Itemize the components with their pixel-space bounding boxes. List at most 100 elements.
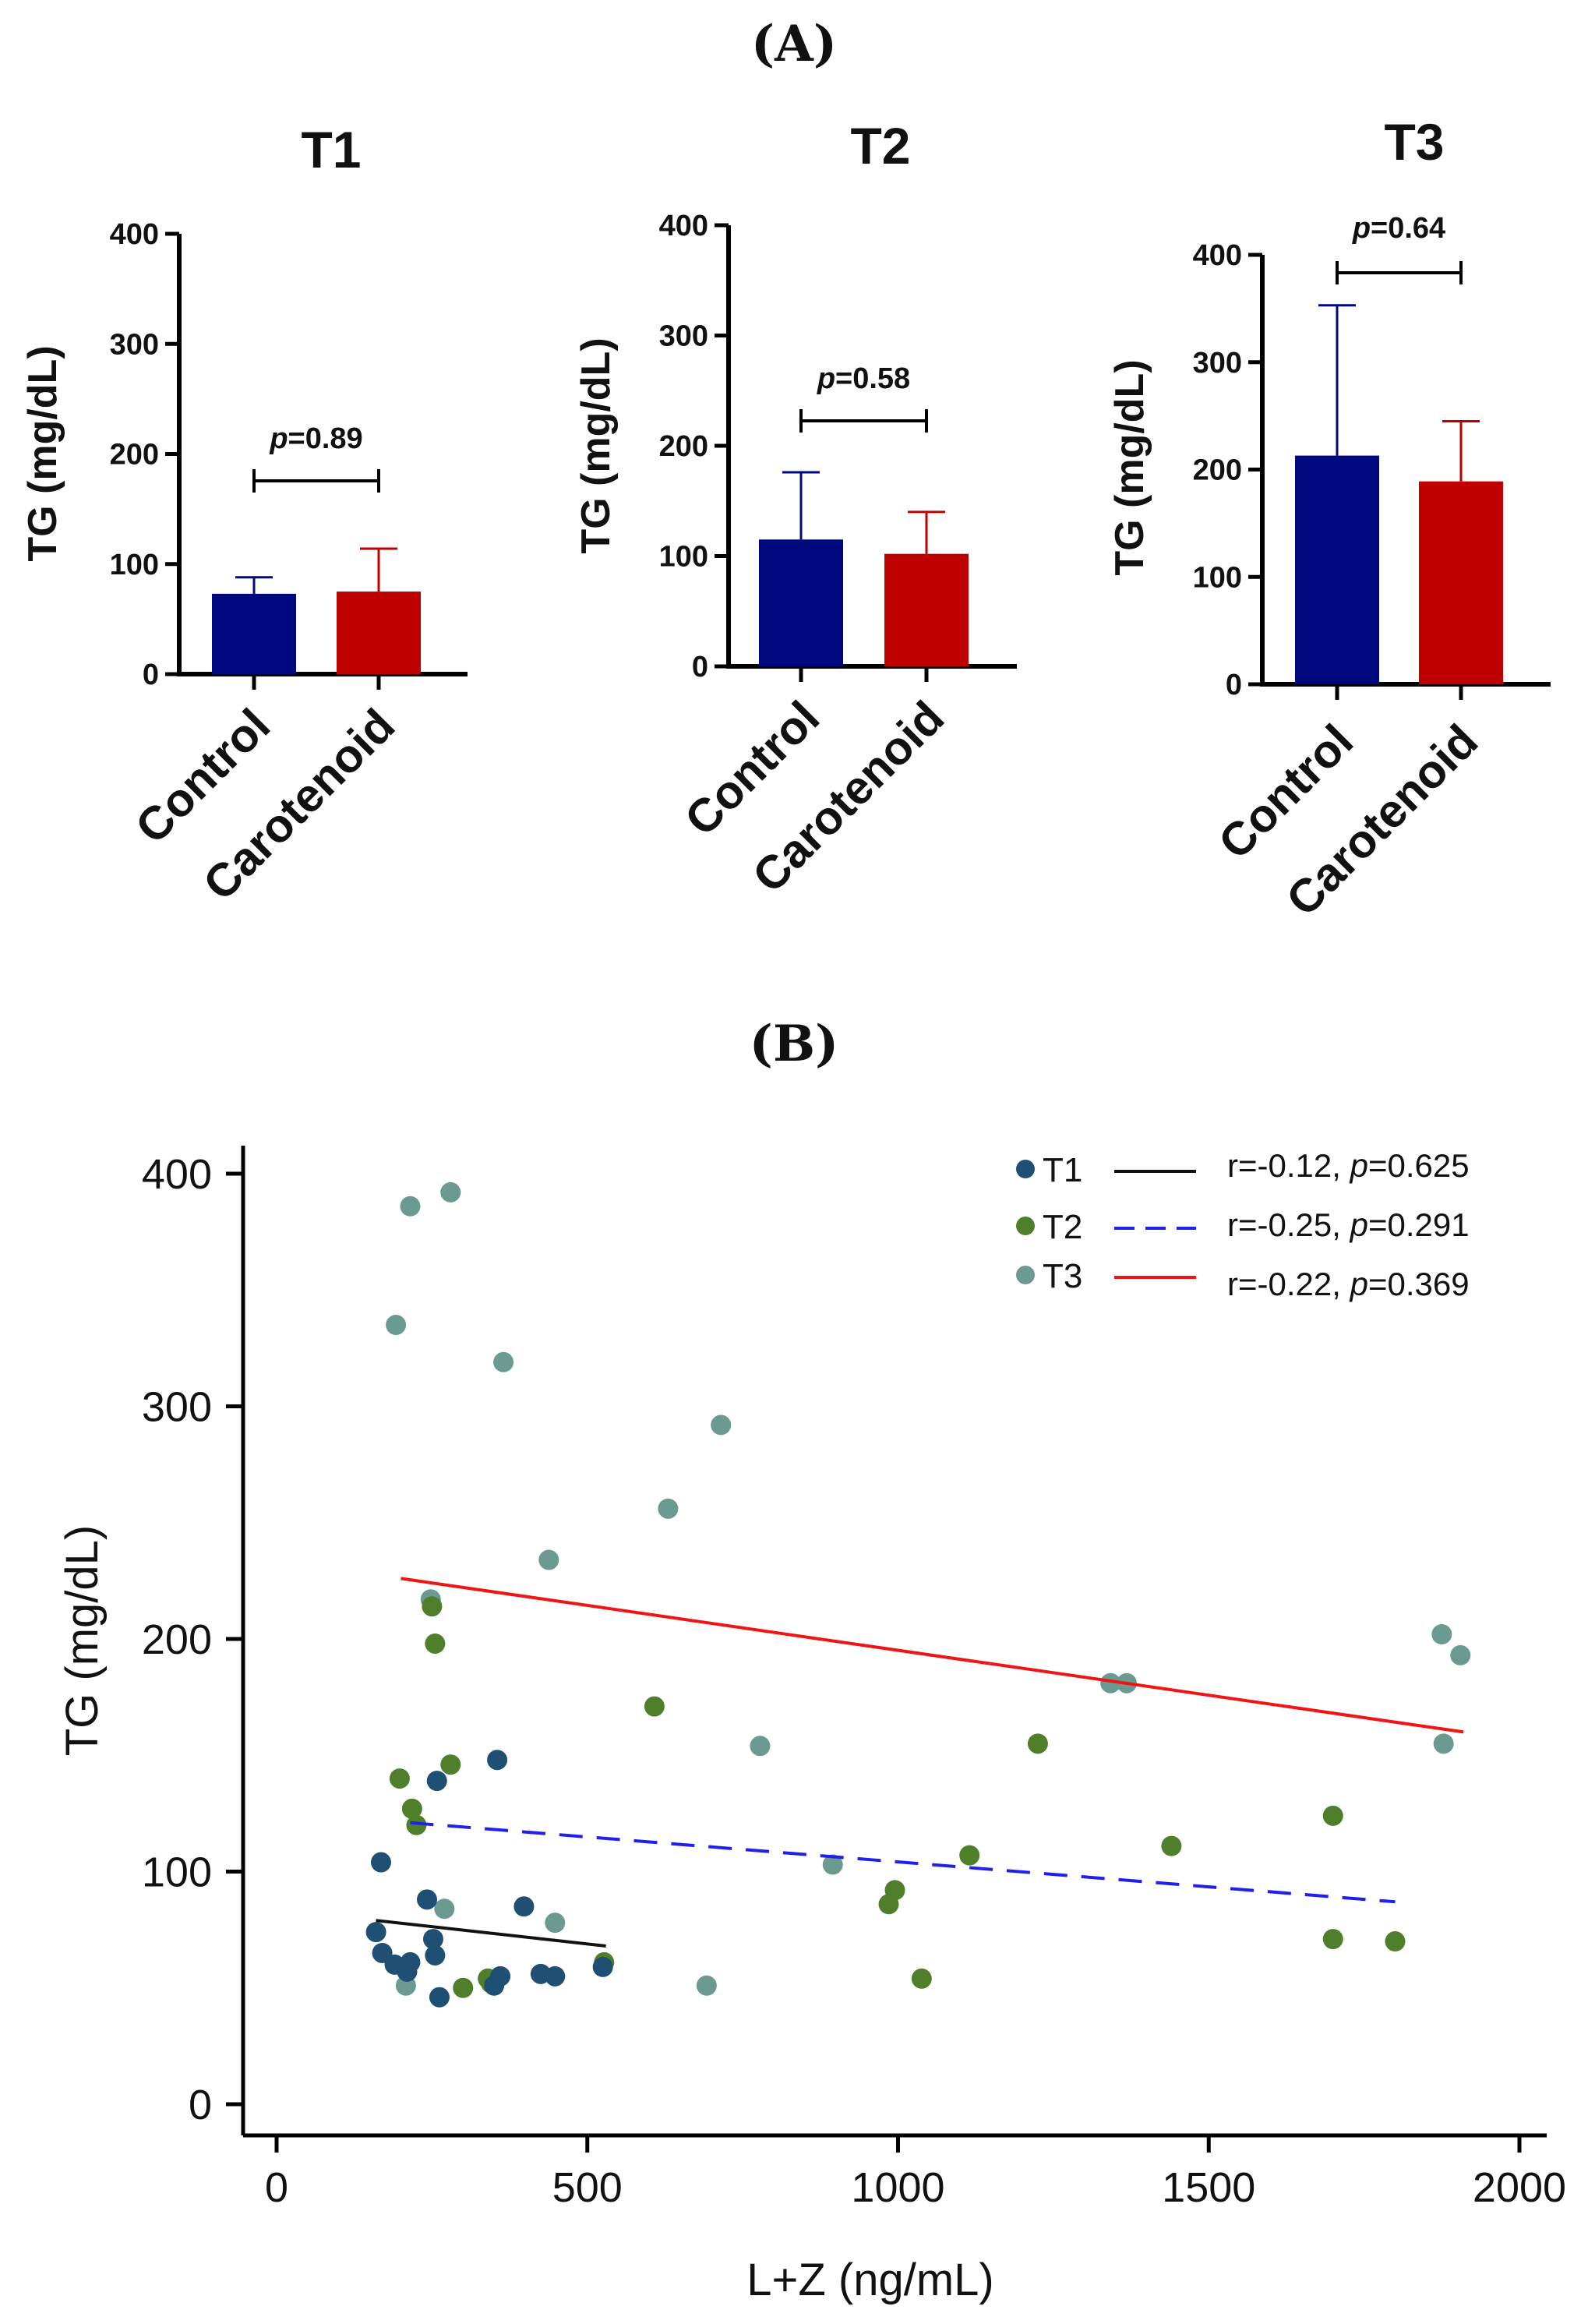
data-point-t2 bbox=[401, 1798, 422, 1819]
trend-line-t3 bbox=[401, 1577, 1464, 1734]
data-point-t3 bbox=[538, 1549, 559, 1570]
y-tick-label: 400 bbox=[1193, 239, 1242, 272]
data-point-t3 bbox=[1431, 1624, 1452, 1645]
chart-title: T3 bbox=[1384, 113, 1444, 171]
p-symbol: p bbox=[817, 362, 835, 395]
data-point-t1 bbox=[429, 1987, 450, 2008]
data-point-t3 bbox=[1450, 1644, 1471, 1665]
p-value: =0.64 bbox=[1371, 212, 1445, 245]
data-point-t3 bbox=[1433, 1733, 1454, 1754]
data-point-t1 bbox=[484, 1975, 505, 1996]
legend-stats: r=-0.12, p=0.625 bbox=[1227, 1147, 1470, 1184]
data-point-t3 bbox=[750, 1736, 771, 1757]
panel-label-b: (B) bbox=[750, 1015, 839, 1073]
p-symbol: p bbox=[269, 422, 288, 455]
legend-marker-t2 bbox=[1016, 1217, 1035, 1235]
data-point-t3 bbox=[822, 1854, 843, 1875]
x-tick-label: 1000 bbox=[851, 2164, 944, 2211]
x-tick-label: 2000 bbox=[1473, 2164, 1566, 2211]
trend-line-t2 bbox=[410, 1821, 1396, 1904]
data-point-t3 bbox=[434, 1898, 455, 1920]
data-point-t3 bbox=[440, 1181, 461, 1203]
data-point-t3 bbox=[696, 1975, 717, 1996]
data-point-t1 bbox=[513, 1896, 535, 1917]
legend-label: T1 bbox=[1043, 1151, 1082, 1189]
data-point-t1 bbox=[487, 1750, 508, 1771]
y-axis-label: TG (mg/dL) bbox=[20, 345, 65, 561]
legend: T1 r=-0.12, p=0.625 T2 r=-0.25, p=0.291 T3 r=… bbox=[1016, 1147, 1470, 1302]
data-point-t2 bbox=[644, 1696, 665, 1717]
y-tick-label: 100 bbox=[110, 549, 159, 581]
data-point-t2 bbox=[422, 1596, 443, 1617]
data-point-t2 bbox=[1322, 1805, 1343, 1826]
y-tick-label: 0 bbox=[143, 659, 159, 691]
bar-carotenoid bbox=[884, 553, 969, 666]
data-point-t3 bbox=[711, 1415, 732, 1436]
y-tick-label: 100 bbox=[1193, 561, 1242, 594]
x-axis-label: L+Z (ng/mL) bbox=[746, 2255, 994, 2305]
y-tick-label: 200 bbox=[110, 439, 159, 472]
stat-r: r=-0.25, bbox=[1227, 1206, 1350, 1243]
p-value-label: p=0.64 bbox=[1352, 212, 1445, 245]
y-tick-label: 0 bbox=[1226, 669, 1242, 701]
stat-p-symbol: p bbox=[1349, 1206, 1368, 1243]
p-value: =0.58 bbox=[835, 362, 910, 395]
data-point-t1 bbox=[400, 1951, 421, 1973]
data-point-t2 bbox=[453, 1977, 474, 1998]
y-tick-label: 300 bbox=[110, 328, 159, 361]
legend-stats: r=-0.25, p=0.291 bbox=[1227, 1206, 1470, 1243]
data-point-t3 bbox=[1100, 1672, 1121, 1694]
data-point-t2 bbox=[959, 1845, 980, 1866]
stat-p-symbol: p bbox=[1349, 1147, 1368, 1184]
bar-control bbox=[1295, 455, 1379, 684]
legend-marker-t3 bbox=[1016, 1266, 1035, 1284]
y-tick-label: 200 bbox=[142, 1616, 212, 1663]
x-tick-label: 500 bbox=[552, 2164, 623, 2211]
y-tick-label: 300 bbox=[142, 1384, 212, 1431]
data-point-t1 bbox=[365, 1922, 386, 1943]
data-point-t1 bbox=[422, 1929, 443, 1950]
y-tick-label: 400 bbox=[110, 218, 159, 251]
data-point-t2 bbox=[406, 1814, 427, 1835]
y-tick-label: 100 bbox=[659, 541, 708, 574]
data-point-t3 bbox=[658, 1498, 679, 1519]
y-tick-label: 300 bbox=[1193, 347, 1242, 380]
p-value: =0.89 bbox=[288, 422, 363, 455]
data-point-t3 bbox=[493, 1351, 514, 1372]
legend-label: T3 bbox=[1043, 1257, 1082, 1295]
legend-stats: r=-0.22, p=0.369 bbox=[1227, 1266, 1470, 1302]
chart-title: T2 bbox=[850, 117, 910, 175]
y-tick-label: 400 bbox=[659, 210, 708, 242]
data-point-t2 bbox=[425, 1633, 446, 1654]
data-point-t2 bbox=[911, 1968, 932, 1989]
scatter-chart: 0 100 200 300 400 0 500 1000 1500 2000 L+Z (ng/mL)… bbox=[57, 1146, 1566, 2305]
y-axis-label: TG (mg/dL) bbox=[1107, 359, 1152, 575]
data-point-t2 bbox=[1027, 1733, 1048, 1754]
bar-carotenoid bbox=[337, 592, 421, 674]
data-point-t1 bbox=[425, 1944, 446, 1966]
y-tick-label: 200 bbox=[1193, 454, 1242, 487]
legend-marker-t1 bbox=[1016, 1160, 1035, 1178]
x-tick-label: 1500 bbox=[1162, 2164, 1255, 2211]
bar-control bbox=[759, 539, 843, 666]
y-tick-label: 400 bbox=[142, 1151, 212, 1198]
data-point-t1 bbox=[545, 1966, 566, 1987]
x-tick-label: 0 bbox=[265, 2164, 288, 2211]
data-point-t3 bbox=[545, 1913, 566, 1934]
data-point-t1 bbox=[426, 1771, 447, 1792]
data-point-t3 bbox=[400, 1196, 421, 1217]
y-tick-label: 100 bbox=[142, 1849, 212, 1896]
data-point-t3 bbox=[386, 1315, 407, 1336]
legend-label: T2 bbox=[1043, 1208, 1082, 1246]
y-tick-label: 0 bbox=[692, 651, 708, 683]
data-point-t2 bbox=[440, 1754, 461, 1775]
data-point-t2 bbox=[884, 1880, 905, 1901]
y-tick-label: 0 bbox=[189, 2082, 212, 2128]
bar-control bbox=[212, 593, 296, 674]
y-axis-label: TG (mg/dL) bbox=[573, 337, 619, 553]
stat-p-value: =0.369 bbox=[1368, 1266, 1470, 1302]
data-point-t1 bbox=[416, 1889, 437, 1910]
y-tick-label: 200 bbox=[659, 430, 708, 463]
